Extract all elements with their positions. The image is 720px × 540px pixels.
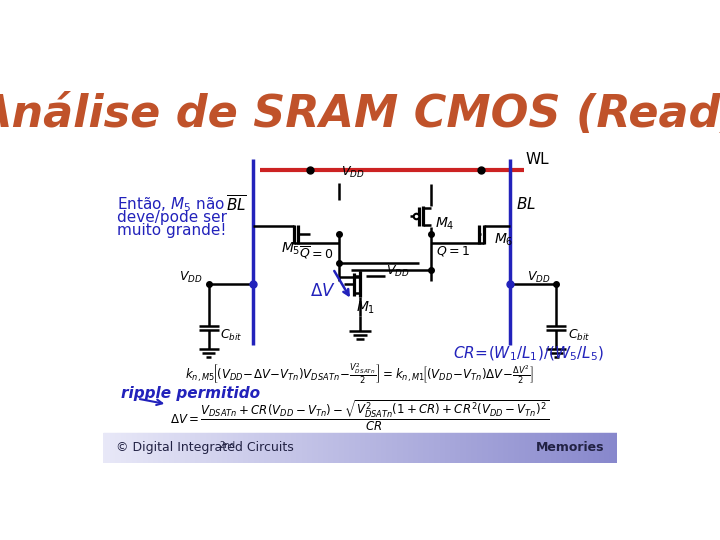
Text: $k_{n,M5}\!\left[(V_{DD}\!-\!\Delta V\!-\!V_{Tn})V_{DSATn}\!-\!\frac{V_{DSATn}^2: $k_{n,M5}\!\left[(V_{DD}\!-\!\Delta V\!-… bbox=[186, 361, 534, 386]
Text: Análise de SRAM CMOS (Read): Análise de SRAM CMOS (Read) bbox=[0, 93, 720, 136]
Text: $C_{bit}$: $C_{bit}$ bbox=[568, 327, 590, 342]
Text: deve/pode ser: deve/pode ser bbox=[117, 210, 227, 225]
Text: ripple permitido: ripple permitido bbox=[121, 386, 260, 401]
Text: $\Delta V = \dfrac{V_{DSATn}+CR(V_{DD}-V_{Tn})-\sqrt{V_{DSATn}^2(1+CR)+CR^2(V_{D: $\Delta V = \dfrac{V_{DSATn}+CR(V_{DD}-V… bbox=[171, 399, 549, 433]
Text: $M_1$: $M_1$ bbox=[356, 300, 376, 316]
Text: $M_6$: $M_6$ bbox=[494, 232, 514, 248]
Text: $\overline{BL}$: $\overline{BL}$ bbox=[226, 194, 247, 214]
Text: $V_{DD}$: $V_{DD}$ bbox=[387, 264, 410, 279]
Text: $M_5$: $M_5$ bbox=[282, 240, 301, 257]
Text: $Q=1$: $Q=1$ bbox=[436, 244, 469, 258]
Text: $\overline{Q}=0$: $\overline{Q}=0$ bbox=[299, 244, 333, 261]
Text: 2nd: 2nd bbox=[220, 441, 235, 450]
Text: $V_{DD}$: $V_{DD}$ bbox=[341, 165, 365, 180]
Text: $CR\!=\!(W_1/L_1)/(W_5/L_5)$: $CR\!=\!(W_1/L_1)/(W_5/L_5)$ bbox=[453, 345, 604, 363]
Text: $V_{DD}$: $V_{DD}$ bbox=[527, 269, 551, 285]
Text: muito grande!: muito grande! bbox=[117, 222, 227, 238]
Text: © Digital Integrated Circuits: © Digital Integrated Circuits bbox=[116, 441, 294, 454]
Text: $M_4$: $M_4$ bbox=[435, 215, 454, 232]
Text: $\Delta V$: $\Delta V$ bbox=[310, 282, 336, 300]
Text: $BL$: $BL$ bbox=[516, 197, 536, 212]
Text: $C_{bit}$: $C_{bit}$ bbox=[220, 327, 243, 342]
Text: $V_{DD}$: $V_{DD}$ bbox=[179, 269, 203, 285]
Text: Então, $M_5$ não: Então, $M_5$ não bbox=[117, 195, 225, 214]
Text: Memories: Memories bbox=[536, 441, 604, 454]
Text: WL: WL bbox=[526, 152, 549, 167]
